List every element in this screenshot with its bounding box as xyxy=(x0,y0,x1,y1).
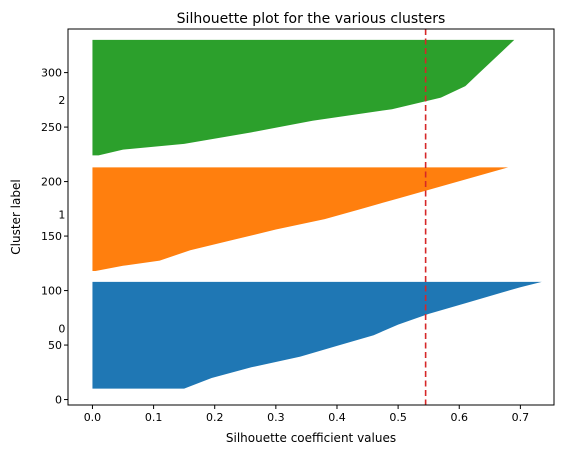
cluster-0-area xyxy=(92,281,542,389)
x-tick-label: 0.3 xyxy=(267,411,285,424)
chart-title: Silhouette plot for the various clusters xyxy=(177,11,446,27)
cluster-1-label: 1 xyxy=(58,208,65,221)
x-axis-label: Silhouette coefficient values xyxy=(226,431,396,445)
y-tick-label: 300 xyxy=(41,67,62,80)
y-tick-label: 150 xyxy=(41,230,62,243)
cluster-1-area xyxy=(92,167,509,271)
y-tick-label: 0 xyxy=(55,394,62,407)
y-tick-label: 200 xyxy=(41,176,62,189)
x-tick-label: 0.2 xyxy=(206,411,224,424)
x-tick-label: 0.1 xyxy=(145,411,163,424)
x-tick-label: 0.7 xyxy=(512,411,530,424)
cluster-2-area xyxy=(92,39,515,156)
plot-frame xyxy=(67,28,555,406)
x-tick-label: 0.5 xyxy=(389,411,407,424)
axis-ticks: 0.0 0.1 0.2 0.3 0.4 0.5 0.6 0.7 0 50 100 150 200 250 3… xyxy=(41,67,529,424)
plot-area: 0 1 2 xyxy=(58,29,542,405)
x-tick-label: 0.4 xyxy=(328,411,346,424)
y-tick-label: 50 xyxy=(48,339,62,352)
y-tick-label: 250 xyxy=(41,121,62,134)
y-tick-label: 100 xyxy=(41,285,62,298)
x-tick-label: 0.6 xyxy=(450,411,468,424)
cluster-2-label: 2 xyxy=(58,94,65,107)
x-tick-label: 0.0 xyxy=(84,411,102,424)
y-axis-label: Cluster label xyxy=(9,179,23,254)
cluster-0-label: 0 xyxy=(58,323,65,336)
